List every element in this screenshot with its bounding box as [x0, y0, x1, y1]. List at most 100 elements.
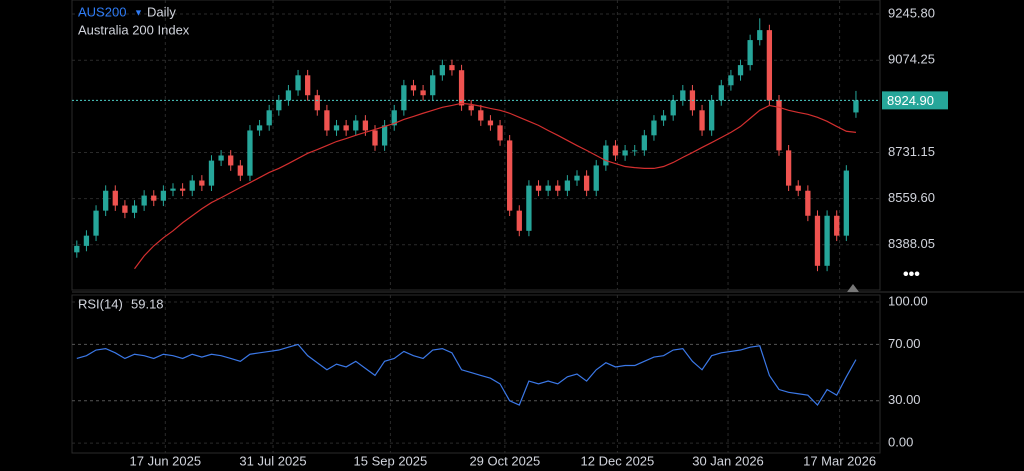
candle-body — [670, 100, 676, 116]
x-tick-label: 29 Oct 2025 — [469, 453, 540, 468]
moving-average — [134, 102, 857, 270]
candle-body — [295, 75, 301, 91]
candle-body — [641, 135, 647, 151]
y-tick-label: 0.00 — [888, 435, 913, 450]
candle-body — [93, 210, 99, 236]
rsi-panel — [71, 294, 881, 454]
candle-body — [353, 120, 359, 131]
interval[interactable]: Daily — [147, 4, 176, 19]
candle-body — [478, 110, 484, 121]
candle-body — [651, 120, 657, 136]
candle-body — [381, 125, 388, 146]
last-price-box — [882, 91, 948, 110]
candle-body — [228, 155, 234, 166]
more-menu[interactable]: ••• — [903, 266, 920, 283]
y-tick-label: 8388.05 — [888, 236, 935, 251]
y-tick-label: 9074.25 — [888, 52, 935, 67]
candle-body — [574, 175, 580, 181]
candle-body — [372, 130, 378, 146]
candle-body — [266, 110, 272, 126]
candle-body — [814, 215, 821, 266]
candle-body — [247, 130, 253, 176]
y-tick-label: 30.00 — [888, 392, 921, 407]
candle-body — [699, 110, 705, 131]
candle-body — [718, 85, 724, 101]
candle-body — [622, 150, 628, 156]
candle-body — [74, 245, 80, 253]
candle-body — [660, 115, 667, 121]
candle-body — [545, 185, 551, 191]
y-tick-label: 100.00 — [888, 293, 928, 308]
candle-body — [785, 150, 792, 186]
candle-body — [468, 105, 474, 111]
candle-body — [112, 190, 118, 206]
candle-body — [324, 110, 330, 131]
candle-body — [401, 85, 407, 111]
candle-body — [680, 90, 686, 101]
last-price-label: 8924.90 — [887, 93, 934, 108]
x-tick-label: 15 Sep 2025 — [354, 453, 428, 468]
candle-body — [449, 65, 455, 71]
candle-body — [410, 85, 417, 91]
candle-body — [362, 120, 369, 131]
candle-body — [189, 180, 195, 191]
candle-body — [208, 160, 215, 186]
candle-body — [122, 205, 128, 213]
candle-body — [757, 30, 763, 41]
rsi-value: 59.18 — [131, 296, 164, 311]
x-tick-label: 17 Jun 2025 — [130, 453, 202, 468]
candle-body — [141, 195, 147, 206]
candle-body — [420, 90, 426, 96]
candle-body — [805, 190, 811, 216]
candle-body — [333, 125, 340, 131]
candle-body — [535, 185, 542, 191]
y-tick-label: 8559.60 — [888, 190, 935, 205]
candle-body — [430, 75, 436, 96]
candle-body — [391, 110, 397, 126]
candle-body — [612, 145, 619, 156]
candle-body — [487, 120, 494, 126]
candle-body — [555, 185, 561, 191]
candle-body — [439, 65, 445, 76]
candle-body — [843, 170, 849, 236]
candle-body — [199, 180, 205, 186]
candle-body — [305, 75, 311, 96]
candle-body — [709, 100, 715, 131]
candle-body — [179, 188, 186, 191]
x-tick-label: 17 Mar 2026 — [803, 453, 876, 468]
y-tick-label: 70.00 — [888, 336, 921, 351]
candle-body — [285, 90, 292, 101]
candle-body — [458, 70, 465, 106]
candle-body — [276, 100, 282, 111]
rsi-line — [76, 343, 857, 407]
symbol[interactable]: AUS200 — [78, 4, 126, 19]
candle-body — [103, 190, 109, 211]
candle-body — [314, 95, 320, 111]
candle-body — [160, 190, 167, 201]
candle-body — [343, 125, 349, 131]
candle-body — [151, 195, 157, 201]
candle-body — [766, 30, 773, 101]
candle-body — [507, 140, 513, 211]
candle-body — [256, 125, 263, 131]
candle-body — [603, 145, 609, 166]
candle-body — [218, 155, 224, 161]
scroll-marker[interactable] — [847, 284, 859, 292]
candle-body — [83, 235, 90, 246]
symbol-dropdown[interactable]: ▼ — [134, 7, 143, 17]
candle-body — [747, 40, 753, 66]
candle-body — [776, 100, 782, 151]
candle-body — [564, 180, 571, 191]
candle-body — [728, 75, 734, 86]
price-panel — [71, 0, 881, 291]
candle-body — [824, 215, 830, 266]
candle-body — [834, 215, 840, 236]
candle-body — [632, 150, 638, 152]
y-tick-label: 9245.80 — [888, 5, 935, 20]
candle-body — [853, 100, 859, 113]
candle-body — [593, 165, 599, 191]
candle-body — [497, 125, 503, 141]
candle-body — [131, 205, 138, 213]
candle-body — [795, 185, 801, 191]
